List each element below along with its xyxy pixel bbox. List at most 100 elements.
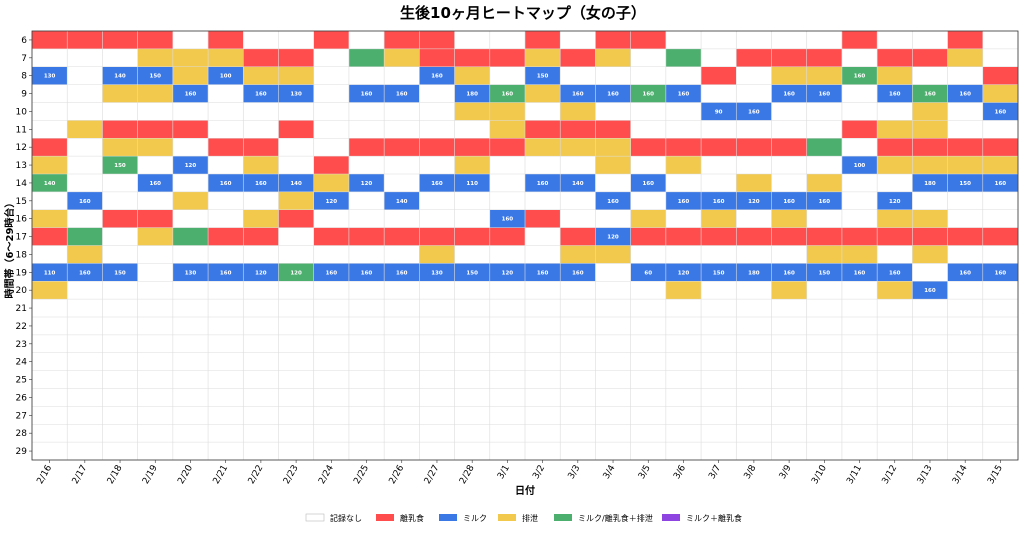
heatmap-cell (243, 156, 279, 174)
heatmap-cell (454, 156, 490, 174)
heatmap-cell (630, 227, 666, 246)
cell-value-label: 110 (466, 181, 478, 187)
heatmap-cell (313, 156, 349, 174)
heatmap-cell (560, 227, 596, 246)
legend-swatch (554, 514, 572, 521)
cell-value-label: 180 (748, 270, 760, 276)
heatmap-cell (806, 227, 842, 246)
cell-value-label: 120 (748, 199, 760, 205)
heatmap-cell (841, 31, 878, 49)
heatmap-cell (137, 48, 173, 67)
heatmap-cell (102, 209, 138, 228)
heatmap-cell (489, 209, 525, 228)
x-axis-label: 日付 (515, 484, 535, 497)
cell-value-label: 160 (255, 181, 267, 187)
x-tick-labels: 2/16 2/17 2/18 2/19 2/20 2/21 2/22 2/23 2/24 2/25… (35, 460, 1005, 486)
heatmap-cell (560, 120, 596, 139)
cell-value-label: 160 (783, 92, 795, 98)
x-tick-label: 3/9 (778, 463, 794, 481)
heatmap-cell (102, 138, 138, 157)
heatmap-cell (489, 120, 525, 139)
heatmap-cell (841, 263, 878, 282)
y-tick-label: 15 (16, 197, 27, 207)
heatmap-cell (665, 191, 702, 210)
heatmap-cell (67, 31, 103, 49)
heatmap-cell (595, 48, 631, 67)
legend-label: ミルク＋離乳食 (686, 513, 742, 523)
x-tick-label: 3/13 (916, 464, 935, 487)
cell-value-label: 160 (361, 270, 373, 276)
heatmap-cell (877, 138, 913, 157)
cell-value-label: 160 (854, 270, 866, 276)
heatmap-cell (947, 156, 983, 174)
heatmap-cell (278, 263, 314, 282)
cell-value-label: 160 (79, 199, 91, 205)
cell-value-label: 160 (924, 92, 936, 98)
heatmap-cell (877, 66, 913, 85)
cell-value-label: 120 (502, 270, 514, 276)
x-tick-label: 2/25 (352, 464, 371, 487)
heatmap-cell (32, 263, 68, 282)
cell-value-label: 160 (678, 92, 690, 98)
heatmap-cell (560, 138, 596, 157)
legend-label: ミルク (463, 514, 487, 523)
y-tick-label: 24 (16, 358, 28, 368)
heatmap-cell (525, 31, 561, 49)
heatmap-cell (384, 138, 420, 157)
y-tick-label: 7 (21, 54, 27, 64)
cell-value-label: 120 (678, 270, 690, 276)
cell-value-label: 150 (114, 163, 126, 169)
heatmap-cell (771, 138, 807, 157)
heatmap-cell (102, 31, 138, 49)
x-tick-label: 3/14 (951, 463, 970, 486)
y-tick-label: 26 (16, 393, 28, 403)
heatmap-cell (560, 102, 596, 121)
cell-value-label: 180 (924, 181, 936, 187)
cell-value-label: 160 (643, 92, 655, 98)
heatmap-cell (243, 138, 279, 157)
cell-value-label: 160 (185, 92, 197, 98)
cell-value-label: 120 (361, 181, 373, 187)
cell-value-label: 160 (819, 92, 831, 98)
heatmap-cell (243, 48, 279, 67)
heatmap-cell (172, 120, 209, 139)
x-tick-label: 2/28 (458, 463, 477, 486)
cell-value-label: 160 (396, 270, 408, 276)
legend-label: 記録なし (330, 513, 362, 523)
x-tick-label: 2/24 (317, 463, 336, 486)
heatmap-cell (771, 84, 807, 103)
heatmap-cell (595, 138, 631, 157)
heatmap-cell (877, 48, 913, 67)
heatmap-cell (630, 138, 666, 157)
heatmap-cell (736, 102, 772, 121)
y-tick-label: 27 (16, 411, 27, 421)
heatmap-cell (419, 263, 455, 282)
heatmap-cell (137, 31, 173, 49)
heatmap-cell (736, 138, 772, 157)
heatmap-cell (384, 48, 420, 67)
heatmap-cell (67, 191, 103, 210)
heatmap-cell (630, 31, 666, 49)
heatmap-cell (982, 227, 1018, 246)
heatmap-cell (736, 191, 772, 210)
heatmap-cell (32, 31, 68, 49)
cell-value-label: 150 (959, 181, 971, 187)
cell-value-label: 160 (959, 92, 971, 98)
heatmap-cell (841, 245, 878, 264)
heatmap-cell (525, 174, 561, 192)
heatmap-cell (771, 48, 807, 67)
heatmap-cell (947, 227, 983, 246)
legend-label: 排泄 (522, 513, 538, 523)
heatmap-cell (278, 209, 314, 228)
heatmap-cell (982, 84, 1018, 103)
heatmap-cell (806, 191, 842, 210)
heatmap-cell (912, 48, 948, 67)
heatmap-cell (208, 48, 244, 67)
heatmap-cell (806, 174, 842, 192)
heatmap-cell (137, 174, 173, 192)
cell-value-label: 130 (290, 92, 302, 98)
heatmap-cell (384, 227, 420, 246)
heatmap-cell (454, 138, 490, 157)
heatmap-cell (877, 227, 913, 246)
heatmap-cell (348, 48, 385, 67)
